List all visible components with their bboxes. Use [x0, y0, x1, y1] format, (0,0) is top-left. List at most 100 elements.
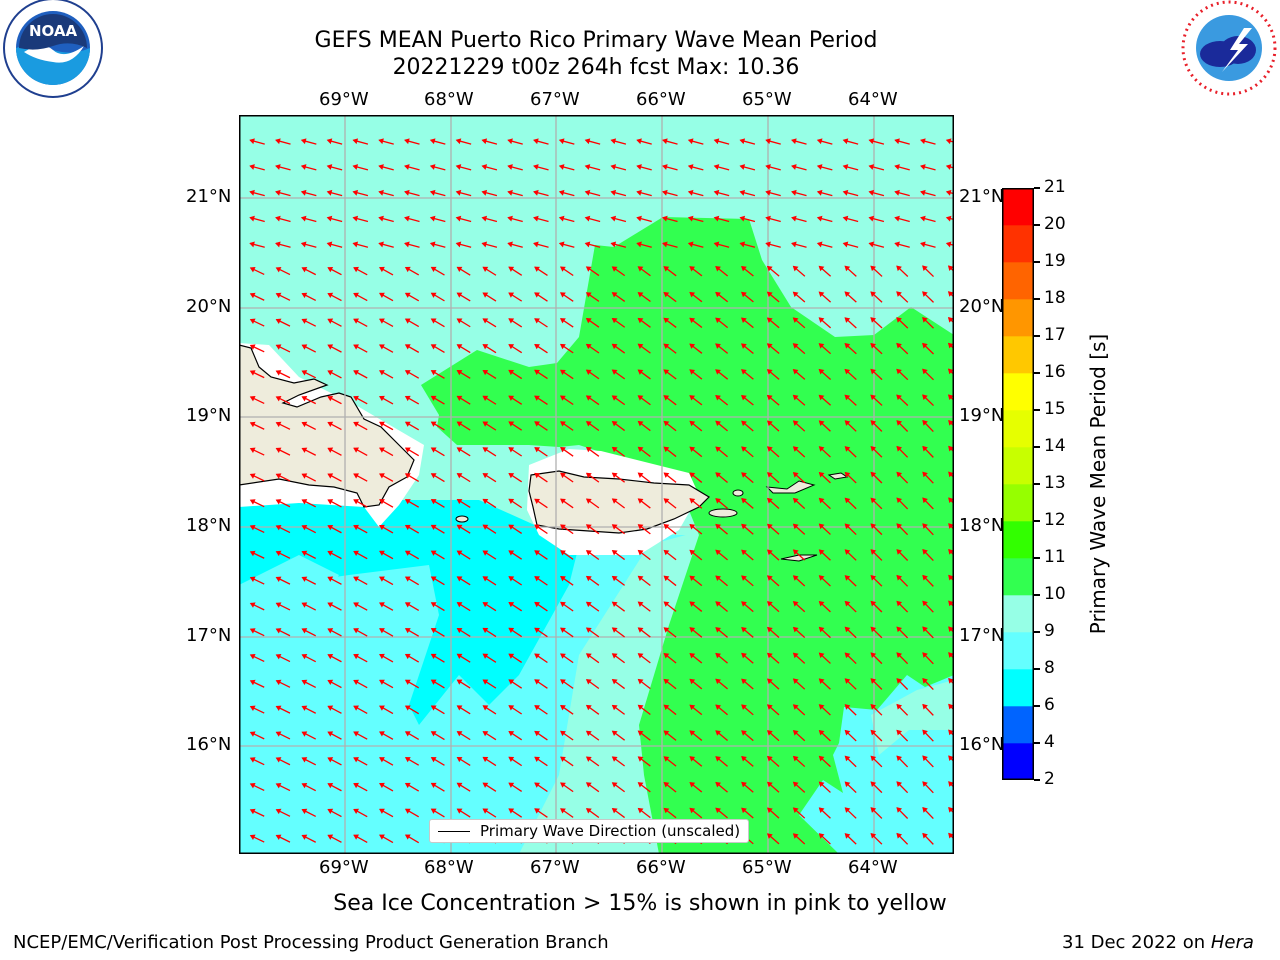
wave-arrow — [584, 215, 601, 223]
wave-arrow — [353, 499, 368, 508]
land-vieques — [708, 508, 738, 518]
wave-arrow — [663, 782, 677, 793]
land-virgin-islands — [765, 480, 816, 494]
wave-arrow — [560, 472, 574, 483]
wave-arrow — [868, 189, 885, 197]
wave-arrow — [818, 394, 832, 406]
wave-arrow — [585, 498, 600, 509]
wave-arrow — [844, 652, 857, 665]
branch-credit: NCEP/EMC/Verification Post Processing Pr… — [13, 932, 609, 953]
wave-arrow — [585, 292, 600, 302]
wave-arrow — [792, 781, 806, 793]
wave-arrow — [353, 628, 368, 637]
colorbar-tick-label: 13 — [1044, 473, 1066, 493]
wave-arrow — [741, 291, 754, 303]
wave-arrow — [275, 731, 291, 740]
wave-arrow — [482, 498, 497, 509]
wave-arrow — [637, 575, 651, 586]
wave-arrow — [301, 834, 317, 843]
wave-arrow — [715, 420, 728, 432]
wave-arrow — [429, 189, 446, 197]
wave-arrow — [327, 731, 342, 740]
wave-arrow — [637, 549, 651, 561]
wave-arrow — [663, 524, 677, 535]
wave-arrow — [611, 601, 626, 612]
wave-arrow — [456, 679, 471, 689]
wave-arrow — [922, 600, 934, 613]
wave-arrow — [534, 550, 548, 560]
wave-arrow — [275, 499, 291, 508]
wave-arrow — [430, 602, 445, 612]
wave-arrow — [741, 704, 754, 716]
wave-arrow — [844, 317, 857, 329]
wave-arrow — [404, 808, 420, 818]
wave-arrow — [379, 421, 394, 431]
wave-arrow — [844, 704, 857, 716]
wave-arrow — [353, 808, 368, 818]
wave-arrow — [689, 730, 703, 741]
wave-arrow — [636, 189, 652, 197]
wave-arrow — [611, 808, 626, 819]
wave-arrow — [560, 575, 574, 586]
colorbar-tick-mark — [1034, 224, 1040, 226]
wave-arrow — [534, 627, 548, 638]
wave-arrow — [896, 832, 909, 845]
wave-arrow — [300, 241, 317, 248]
wave-arrow — [741, 343, 754, 354]
wave-arrow — [508, 627, 523, 638]
wave-arrow — [715, 317, 729, 329]
wave-arrow — [637, 343, 651, 354]
wave-arrow — [920, 138, 936, 145]
wave-arrow — [404, 344, 420, 353]
wave-arrow — [534, 421, 548, 431]
wave-arrow — [663, 317, 677, 328]
wave-arrow — [816, 189, 833, 197]
colorbar-segment — [1002, 521, 1034, 559]
colorbar-tick-mark — [1034, 187, 1040, 189]
wave-arrow — [353, 602, 368, 611]
wave-arrow — [663, 472, 677, 483]
wave-arrow — [249, 473, 265, 482]
colorbar-tick-label: 16 — [1044, 362, 1066, 382]
lon-label-bottom-67w: 67°W — [530, 857, 580, 878]
colorbar-segment — [1002, 299, 1034, 337]
wave-arrow — [249, 782, 265, 792]
wave-arrow — [275, 344, 291, 353]
wave-arrow — [249, 731, 265, 740]
wave-arrow — [379, 524, 394, 534]
wave-arrow — [327, 705, 342, 714]
wave-arrow — [715, 704, 728, 716]
wave-arrow — [379, 395, 394, 405]
wave-arrow — [327, 679, 342, 689]
wave-arrow — [636, 138, 652, 145]
wave-arrow — [870, 523, 883, 536]
wave-arrow — [945, 138, 954, 145]
wave-arrow — [301, 266, 317, 276]
wave-arrow — [482, 395, 497, 405]
wave-arrow — [326, 241, 343, 248]
wave-arrow — [327, 808, 342, 818]
wave-arrow — [792, 368, 806, 380]
colorbar-segment — [1002, 373, 1034, 411]
wave-arrow — [275, 447, 291, 456]
wave-arrow — [611, 756, 626, 767]
lon-label-bottom-64w: 64°W — [848, 857, 898, 878]
wave-arrow — [713, 189, 730, 197]
wave-arrow — [301, 731, 317, 740]
wave-arrow — [404, 757, 420, 766]
wave-arrow — [689, 446, 703, 458]
wave-arrow — [818, 523, 831, 535]
wave-arrow — [766, 497, 780, 509]
wave-arrow — [379, 731, 394, 740]
wave-arrow — [689, 291, 703, 303]
lat-label-right-16n: 16°N — [959, 734, 1005, 755]
wave-arrow — [275, 138, 291, 145]
wave-arrow — [327, 499, 342, 508]
wave-arrow — [353, 318, 368, 327]
wave-arrow — [508, 369, 523, 380]
wave-arrow — [637, 704, 651, 715]
land-mona-island — [455, 515, 469, 523]
wave-arrow — [301, 757, 317, 766]
wave-arrow — [379, 576, 394, 586]
wave-arrow — [896, 368, 909, 381]
